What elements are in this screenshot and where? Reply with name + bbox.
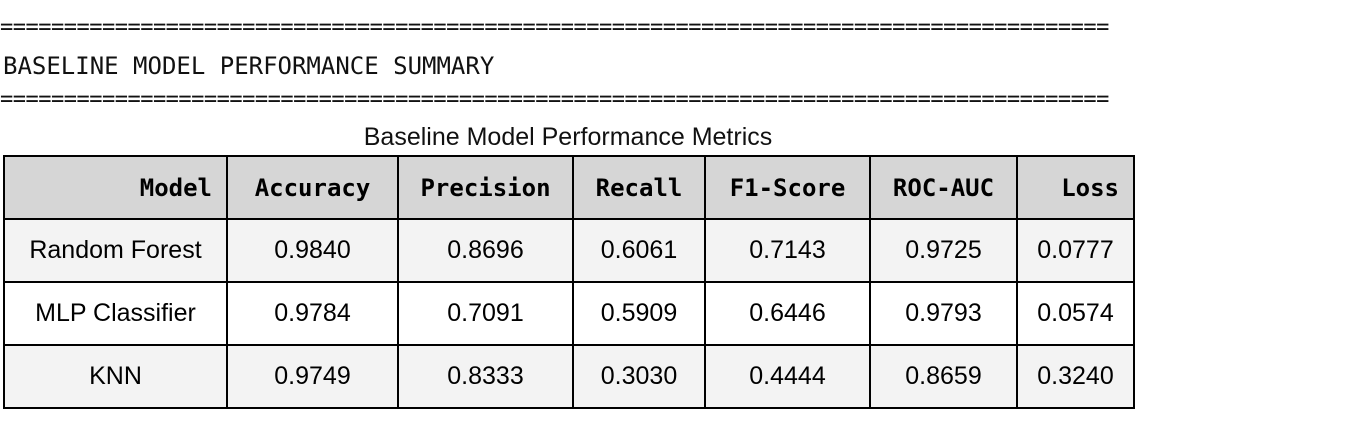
cell-f1-score: 0.6446 xyxy=(704,281,871,346)
cell-roc-auc: 0.8659 xyxy=(869,344,1018,409)
column-header-loss: Loss xyxy=(1016,155,1135,220)
metrics-table: Model Accuracy Precision Recall F1-Score… xyxy=(3,155,1135,409)
column-header-model: Model xyxy=(3,155,228,220)
cell-precision: 0.8333 xyxy=(397,344,574,409)
cell-model: Random Forest xyxy=(3,218,228,283)
separator-rule-bottom: ========================================… xyxy=(0,87,1109,112)
cell-accuracy: 0.9840 xyxy=(226,218,399,283)
separator-rule-top: ========================================… xyxy=(0,15,1109,40)
cell-recall: 0.3030 xyxy=(572,344,706,409)
cell-loss: 0.3240 xyxy=(1016,344,1135,409)
cell-f1-score: 0.7143 xyxy=(704,218,871,283)
column-header-precision: Precision xyxy=(397,155,574,220)
cell-loss: 0.0574 xyxy=(1016,281,1135,346)
cell-accuracy: 0.9784 xyxy=(226,281,399,346)
report-heading: BASELINE MODEL PERFORMANCE SUMMARY xyxy=(3,52,495,80)
cell-f1-score: 0.4444 xyxy=(704,344,871,409)
table-row: Random Forest 0.9840 0.8696 0.6061 0.714… xyxy=(3,218,1135,283)
cell-accuracy: 0.9749 xyxy=(226,344,399,409)
column-header-accuracy: Accuracy xyxy=(226,155,399,220)
cell-precision: 0.7091 xyxy=(397,281,574,346)
cell-roc-auc: 0.9725 xyxy=(869,218,1018,283)
cell-roc-auc: 0.9793 xyxy=(869,281,1018,346)
cell-recall: 0.5909 xyxy=(572,281,706,346)
table-row: MLP Classifier 0.9784 0.7091 0.5909 0.64… xyxy=(3,281,1135,346)
cell-precision: 0.8696 xyxy=(397,218,574,283)
column-header-roc-auc: ROC-AUC xyxy=(869,155,1018,220)
table-row: KNN 0.9749 0.8333 0.3030 0.4444 0.8659 0… xyxy=(3,344,1135,409)
table-header-row: Model Accuracy Precision Recall F1-Score… xyxy=(3,155,1135,220)
cell-model: MLP Classifier xyxy=(3,281,228,346)
column-header-recall: Recall xyxy=(572,155,706,220)
cell-recall: 0.6061 xyxy=(572,218,706,283)
cell-loss: 0.0777 xyxy=(1016,218,1135,283)
cell-model: KNN xyxy=(3,344,228,409)
table-title: Baseline Model Performance Metrics xyxy=(363,123,773,151)
column-header-f1-score: F1-Score xyxy=(704,155,871,220)
